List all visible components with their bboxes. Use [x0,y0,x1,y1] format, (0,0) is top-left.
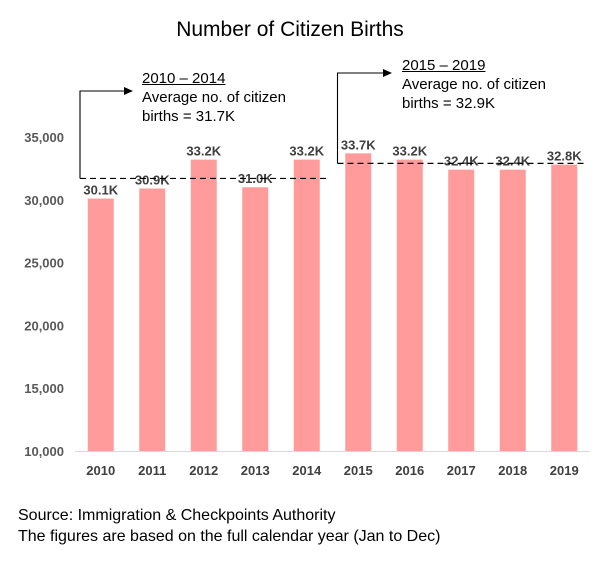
annotation-2010-2014: 2010 – 2014 Average no. of citizen birth… [142,69,286,126]
y-tick-label: 25,000 [24,256,64,271]
bar [345,153,372,451]
annotation-heading: 2015 – 2019 [402,57,486,74]
bar [448,169,475,451]
annotation-text-line2: births = 31.7K [142,108,235,125]
x-tick-label: 2015 [344,463,373,478]
data-label: 33.2K [186,144,221,159]
chart-title: Number of Citizen Births [176,18,404,41]
annotation-connector [79,90,125,179]
bar [87,198,114,451]
annotation-2015-2019: 2015 – 2019 Average no. of citizen birth… [402,56,546,113]
bar [242,187,269,452]
x-tick-label: 2011 [138,463,166,478]
data-label: 33.7K [341,137,376,152]
y-tick-label: 35,000 [24,130,64,145]
data-label: 30.9K [135,172,170,187]
y-tick-label: 30,000 [24,193,64,208]
bar [396,159,423,451]
annotation-heading: 2010 – 2014 [142,70,226,87]
y-tick-label: 15,000 [24,381,64,396]
annotation-text-line1: Average no. of citizen [402,76,546,93]
bar [499,169,526,451]
y-tick-label: 20,000 [24,318,64,333]
data-label: 30.1K [83,183,118,198]
x-tick-label: 2013 [241,463,270,478]
x-tick-label: 2014 [292,463,322,478]
bar [293,159,320,451]
annotation-text-line2: births = 32.9K [402,95,495,112]
annotation-arrowhead [383,69,392,77]
x-tick-label: 2012 [189,463,218,478]
bar [139,188,166,451]
data-label: 32.4K [444,154,479,169]
footnote: The figures are based on the full calend… [18,528,441,545]
x-tick-label: 2019 [550,463,579,478]
annotation-arrowhead [124,87,133,95]
y-tick-label: 10,000 [24,444,64,459]
data-label: 33.2K [289,144,324,159]
source-note: Source: Immigration & Checkpoints Author… [18,507,336,524]
data-label: 33.2K [392,144,427,159]
x-tick-label: 2017 [447,463,476,478]
annotation-text-line1: Average no. of citizen [142,89,286,106]
annotation-connector [336,72,384,164]
bar [190,159,217,451]
x-tick-label: 2010 [86,463,115,478]
x-tick-label: 2016 [395,463,424,478]
data-label: 32.4K [495,154,530,169]
data-label: 32.8K [547,149,582,164]
bar [551,164,578,451]
x-tick-label: 2018 [498,463,527,478]
